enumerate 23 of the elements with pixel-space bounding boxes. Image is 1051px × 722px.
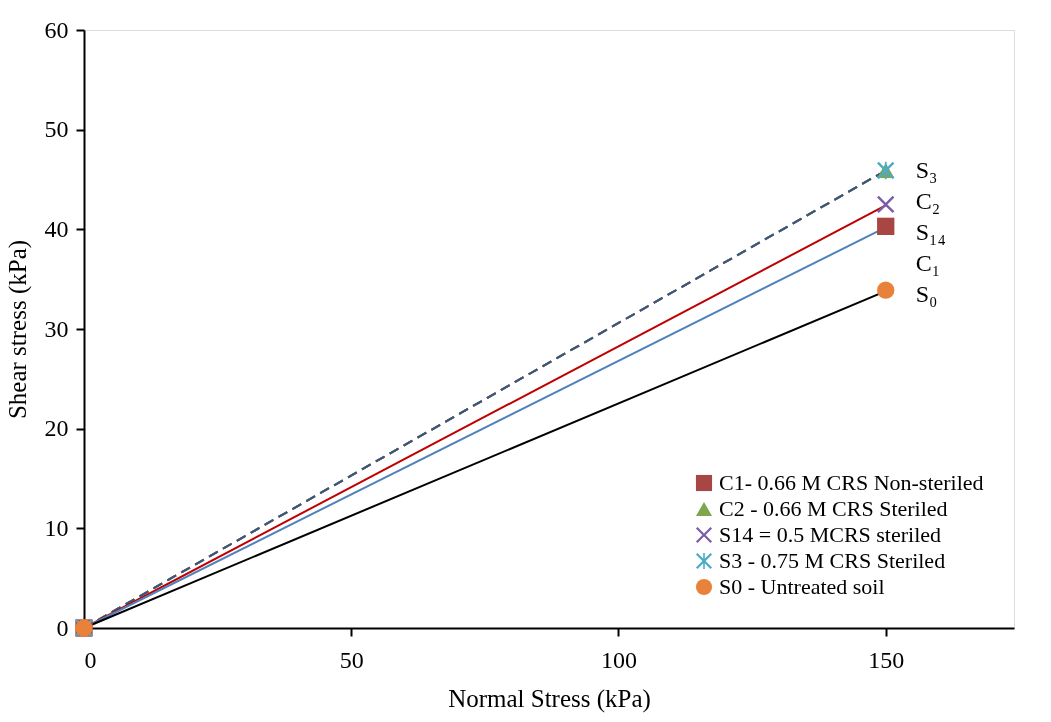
x-axis-title: Normal Stress (kPa) [448,684,651,713]
annotation: S₀ [915,280,938,307]
x-tick-label: 100 [600,646,637,673]
annotation: S₁₄ [915,218,946,245]
annotation: C₂ [915,187,941,214]
y-tick-label: 40 [44,215,69,242]
x-tick-label: 0 [84,646,97,673]
y-tick-label: 20 [44,415,69,442]
annotation: S₃ [915,156,938,183]
legend-label: S0 - Untreated soil [719,574,885,599]
y-tick-label: 0 [56,614,69,641]
annotation: C₁ [915,249,941,276]
y-axis-title: Shear stress (kPa) [3,239,32,420]
y-tick-label: 60 [44,16,69,43]
y-tick-label: 10 [44,514,69,541]
y-tick-label: 50 [44,116,69,143]
legend-label: S14 = 0.5 MCRS steriled [719,522,942,547]
legend-label: S3 - 0.75 M CRS Steriled [719,548,946,573]
legend-label: C2 - 0.66 M CRS Steriled [719,496,948,521]
legend-label: C1- 0.66 M CRS Non-steriled [719,470,984,495]
x-tick-label: 150 [868,646,905,673]
y-tick-label: 30 [44,315,69,342]
x-tick-label: 50 [339,646,364,673]
